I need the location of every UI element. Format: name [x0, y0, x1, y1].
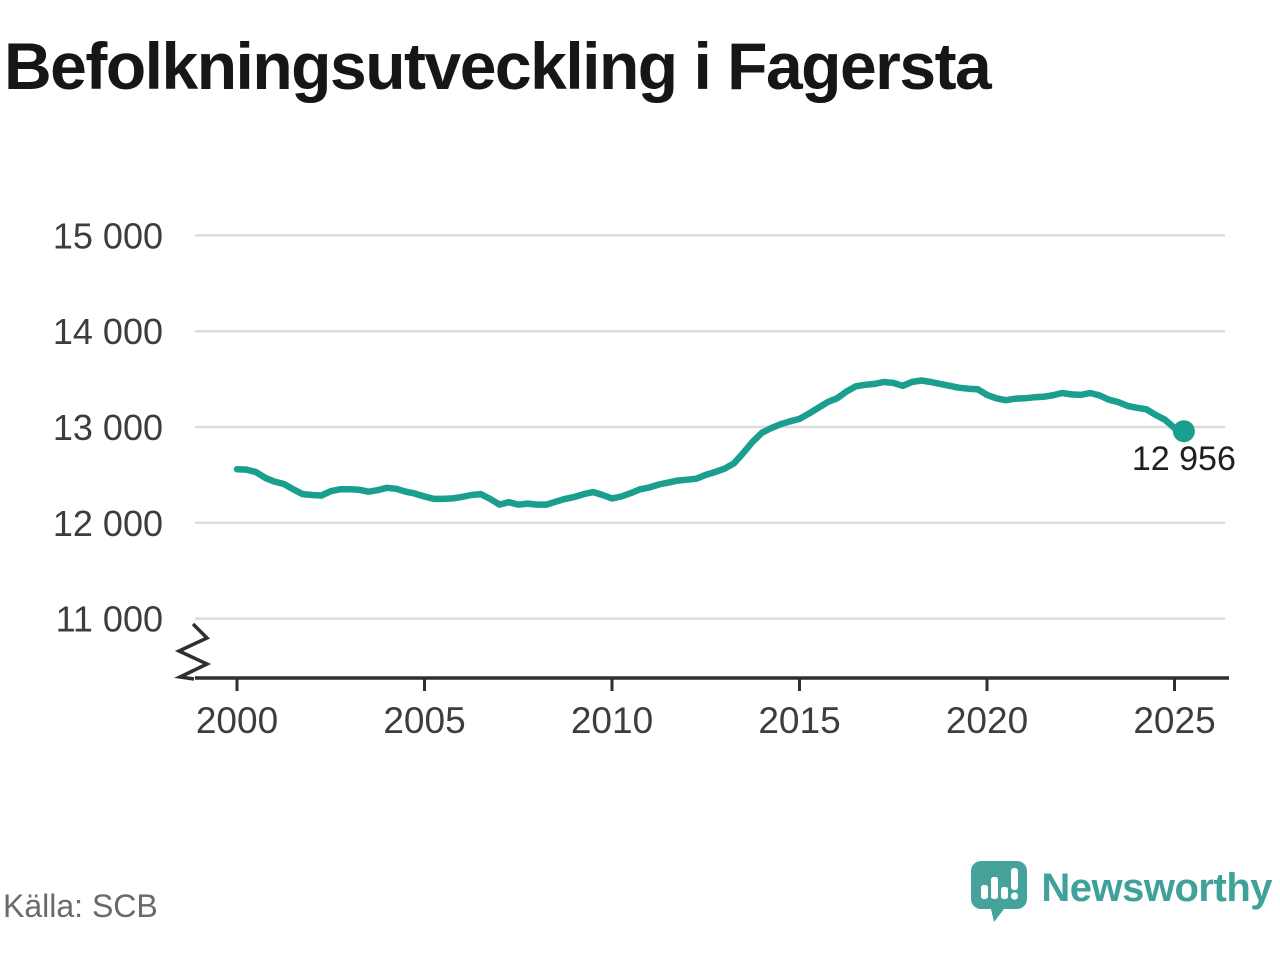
exclamation-dot	[1011, 892, 1019, 900]
bar-1	[981, 885, 989, 899]
x-tick-label: 2000	[196, 700, 278, 741]
x-tick-label: 2015	[758, 700, 840, 741]
x-tick-label: 2005	[383, 700, 465, 741]
bar-2	[991, 877, 999, 899]
last-point-marker	[1172, 420, 1195, 443]
source-label: Källa: SCB	[3, 888, 158, 924]
axis-break-icon	[174, 622, 212, 681]
chart-title: Befolkningsutveckling i Fagersta	[4, 29, 992, 103]
population-line	[233, 377, 1188, 508]
speech-bubble-shape	[971, 861, 1028, 922]
y-tick-label: 14 000	[53, 311, 163, 352]
newsworthy-wordmark: Newsworthy	[1041, 865, 1272, 910]
x-tick-label: 2025	[1133, 700, 1215, 741]
newsworthy-brand: Newsworthy	[971, 860, 1272, 924]
y-tick-label: 13 000	[53, 407, 163, 448]
y-tick-label: 15 000	[53, 215, 163, 256]
bar-3	[1001, 887, 1009, 899]
last-value-label: 12 956	[1132, 440, 1236, 478]
y-tick-label: 12 000	[53, 503, 163, 544]
x-tick-label: 2010	[571, 700, 653, 741]
x-tick-label: 2020	[946, 700, 1028, 741]
newsworthy-logo-icon	[971, 861, 1028, 922]
y-tick-label: 11 000	[56, 599, 163, 640]
exclamation-bar	[1011, 868, 1019, 890]
